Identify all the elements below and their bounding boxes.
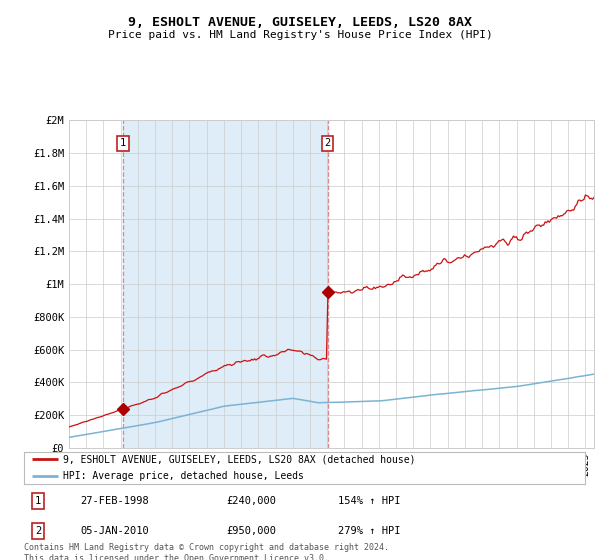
Text: 9, ESHOLT AVENUE, GUISELEY, LEEDS, LS20 8AX (detached house): 9, ESHOLT AVENUE, GUISELEY, LEEDS, LS20 … <box>63 454 416 464</box>
Text: 1: 1 <box>35 496 41 506</box>
Bar <box>123 120 328 448</box>
Text: 2: 2 <box>325 138 331 148</box>
Text: Price paid vs. HM Land Registry's House Price Index (HPI): Price paid vs. HM Land Registry's House … <box>107 30 493 40</box>
Text: £240,000: £240,000 <box>226 496 276 506</box>
Text: 9, ESHOLT AVENUE, GUISELEY, LEEDS, LS20 8AX: 9, ESHOLT AVENUE, GUISELEY, LEEDS, LS20 … <box>128 16 472 29</box>
Text: HPI: Average price, detached house, Leeds: HPI: Average price, detached house, Leed… <box>63 472 304 481</box>
Text: 05-JAN-2010: 05-JAN-2010 <box>80 526 149 536</box>
Text: 27-FEB-1998: 27-FEB-1998 <box>80 496 149 506</box>
Text: £950,000: £950,000 <box>226 526 276 536</box>
Text: 154% ↑ HPI: 154% ↑ HPI <box>338 496 401 506</box>
Text: 2: 2 <box>35 526 41 536</box>
Text: 279% ↑ HPI: 279% ↑ HPI <box>338 526 401 536</box>
Text: 1: 1 <box>120 138 127 148</box>
Text: Contains HM Land Registry data © Crown copyright and database right 2024.
This d: Contains HM Land Registry data © Crown c… <box>24 543 389 560</box>
